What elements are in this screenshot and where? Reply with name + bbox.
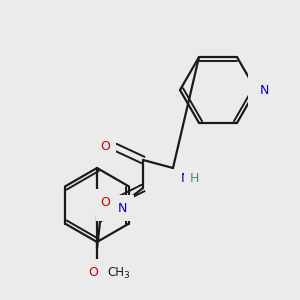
Text: CH: CH <box>107 266 124 278</box>
Text: O: O <box>88 266 98 278</box>
Text: 3: 3 <box>123 272 129 280</box>
Text: N: N <box>260 85 269 98</box>
Text: N: N <box>118 202 128 214</box>
Text: N: N <box>259 83 268 97</box>
Text: H: H <box>103 202 112 214</box>
Text: O: O <box>100 196 110 208</box>
Text: H: H <box>190 172 200 184</box>
Text: N: N <box>181 172 190 184</box>
Text: O: O <box>100 140 110 154</box>
